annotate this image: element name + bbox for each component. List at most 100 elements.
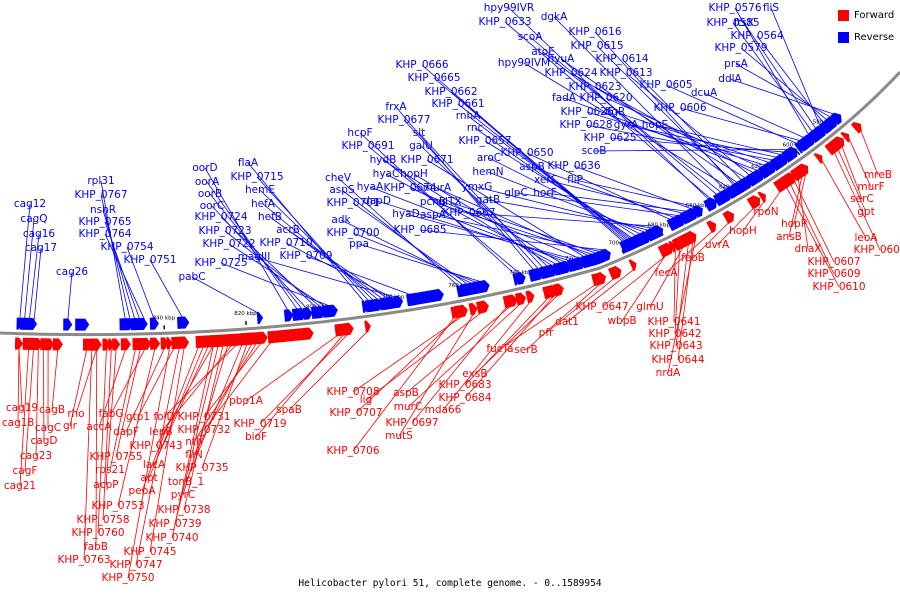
forward-gene-block-shape — [746, 195, 761, 210]
reverse-gene-label: acrB — [276, 224, 300, 236]
forward-gene-label: dat1 — [555, 316, 579, 328]
forward-gene-label-leader — [153, 345, 209, 466]
reverse-gene-block — [256, 311, 264, 325]
reverse-gene-label-leader — [504, 21, 712, 200]
reverse-gene-block-shape — [16, 317, 23, 330]
forward-gene-block-shape — [209, 335, 217, 348]
reverse-gene-label: xerC — [534, 174, 558, 186]
forward-gene-label: apt — [140, 472, 157, 484]
reverse-gene-label-leader — [206, 181, 299, 311]
reverse-gene-label-leader — [376, 200, 572, 262]
reverse-gene-label: KHP_0633 — [478, 16, 531, 28]
reverse-gene-block-shape — [375, 298, 383, 311]
reverse-gene-label: cagQ — [20, 213, 47, 225]
reverse-gene-label-leader — [405, 213, 577, 261]
reverse-gene-label: scoA — [518, 31, 544, 43]
reverse-gene-label: hemE — [245, 184, 275, 196]
forward-gene-block — [173, 336, 186, 350]
forward-gene-label-leader — [193, 341, 258, 443]
reverse-gene-block-shape — [515, 272, 526, 285]
forward-gene-block-shape — [364, 320, 372, 333]
legend-reverse: Reverse — [838, 30, 894, 44]
forward-gene-block — [85, 338, 98, 351]
reverse-gene-label-leader — [743, 22, 817, 130]
forward-gene-label-leader — [24, 347, 34, 472]
forward-gene-block — [840, 132, 850, 143]
forward-gene-block — [450, 306, 458, 319]
forward-gene-label-leader — [17, 347, 20, 424]
forward-gene-block — [102, 338, 111, 351]
forward-gene-block — [525, 290, 535, 304]
forward-gene-label-leader — [675, 242, 689, 347]
forward-gene-label: KHP_0755 — [89, 451, 142, 463]
forward-gene-label-leader — [160, 343, 234, 433]
forward-gene-label-leader — [601, 251, 672, 308]
forward-gene-label-leader — [245, 333, 340, 402]
reverse-gene-block — [535, 267, 543, 281]
tick-label: 600 kbp — [783, 143, 806, 149]
reverse-gene-label-leader — [433, 77, 627, 243]
forward-gene-block-shape — [514, 292, 526, 306]
forward-gene-block-shape — [688, 231, 697, 243]
forward-gene-label: rho — [67, 408, 84, 420]
reverse-gene-block-shape — [602, 248, 611, 261]
reverse-gene-label: scoB — [582, 145, 607, 157]
forward-gene-block — [42, 338, 55, 351]
reverse-gene-label: KHP_0657 — [458, 135, 511, 147]
reverse-gene-label: oorA — [195, 176, 220, 188]
reverse-gene-label-leader — [585, 124, 775, 161]
reverse-gene-label: dcuA — [691, 87, 718, 99]
reverse-gene-label: pcnB — [420, 196, 446, 208]
tick-label: 820 kbp — [234, 311, 257, 317]
forward-gene-label: mda66 — [425, 404, 462, 416]
forward-gene-label-leader — [102, 348, 112, 521]
genome-caption: Helicobacter pylori 51, complete genome.… — [298, 578, 602, 589]
reverse-gene-label: KHP_0626 — [560, 106, 613, 118]
reverse-gene-label: KHP_0579 — [714, 42, 767, 54]
forward-gene-label: dnaX — [795, 243, 822, 255]
forward-gene-label-leader — [185, 343, 243, 483]
forward-gene-label-leader — [255, 333, 345, 438]
reverse-gene-block-shape — [655, 225, 664, 237]
reverse-gene-label: pabC — [178, 271, 205, 283]
tick-label: 840 kbp — [153, 315, 176, 321]
reverse-gene-label-leader — [593, 149, 790, 152]
reverse-gene-label-leader — [359, 132, 517, 276]
forward-gene-label-leader — [765, 188, 783, 213]
forward-gene-label: cag21 — [4, 480, 36, 492]
reverse-gene-label: glTX — [438, 196, 461, 208]
reverse-gene-label-leader — [732, 22, 814, 133]
reverse-gene-label: KHP_0624 — [544, 67, 597, 79]
forward-gene-block — [108, 338, 115, 351]
reverse-gene-label: KHP_0576 — [708, 2, 761, 14]
forward-gene-label: KHP_0643 — [649, 340, 702, 352]
forward-gene-block — [364, 320, 372, 333]
forward-gene-block — [166, 337, 173, 350]
forward-gene-label-leader — [442, 300, 532, 411]
forward-gene-label-leader — [163, 343, 239, 418]
reverse-gene-label: oorC — [200, 200, 225, 212]
reverse-gene-label-leader — [526, 152, 672, 221]
legend-forward-label: Forward — [854, 9, 895, 21]
forward-gene-label-leader — [174, 344, 219, 525]
reverse-gene-label: KHP_0715 — [230, 171, 283, 183]
forward-gene-label: wbpB — [607, 315, 636, 327]
forward-gene-label-leader — [127, 347, 171, 579]
forward-gene-label: acpP — [93, 479, 118, 491]
reverse-gene-block-shape — [177, 316, 190, 329]
forward-gene-block — [514, 292, 526, 306]
reverse-gene-label: hopE — [642, 119, 668, 131]
reverse-gene-label: hyaD — [392, 208, 419, 220]
reverse-gene-block-shape — [535, 267, 543, 281]
reverse-gene-label: ymxG — [462, 181, 493, 193]
reverse-gene-label: rpl31 — [87, 175, 114, 187]
reverse-gene-label-leader — [259, 189, 375, 302]
forward-gene-label-leader — [789, 183, 835, 275]
forward-gene-block — [549, 285, 558, 298]
forward-gene-label: KHP_0743 — [129, 440, 182, 452]
reverse-gene-label: KHP_0700 — [326, 227, 379, 239]
reverse-gene-block — [692, 205, 703, 218]
reverse-gene-label: hyuA — [548, 53, 576, 65]
reverse-gene-label: KHP_0764 — [78, 228, 131, 240]
forward-gene-block-shape — [628, 259, 637, 272]
